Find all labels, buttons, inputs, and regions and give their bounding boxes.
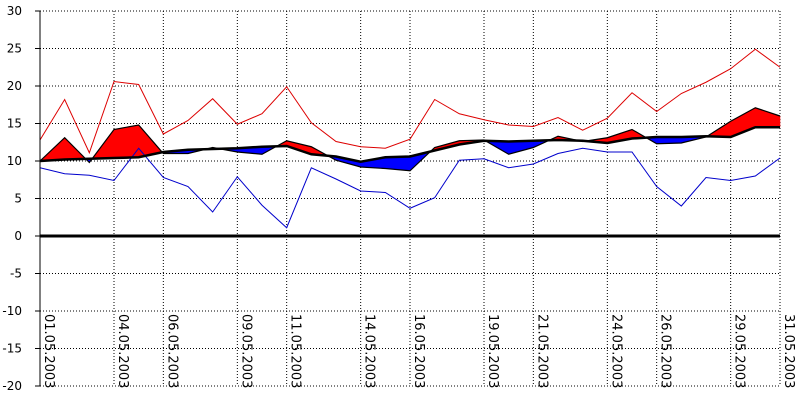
y-tick-label: -15 xyxy=(2,342,22,356)
series-line-current xyxy=(39,107,781,172)
x-tick-label: 19.05.2003 xyxy=(485,314,500,388)
y-tick-label: 15 xyxy=(7,117,22,131)
y-tick-label: -10 xyxy=(2,304,22,318)
series-line-max xyxy=(39,48,781,155)
x-tick-label: 11.05.2003 xyxy=(288,314,303,388)
x-tick-label: 26.05.2003 xyxy=(658,314,673,388)
x-tick-label: 09.05.2003 xyxy=(238,314,253,388)
x-tick-label: 14.05.2003 xyxy=(362,314,377,388)
anomaly-segment xyxy=(508,140,534,155)
series-line-mean xyxy=(39,126,780,164)
y-tick-label: -5 xyxy=(10,267,22,281)
x-tick-label: 04.05.2003 xyxy=(115,314,130,388)
x-tick-label: 24.05.2003 xyxy=(608,314,623,388)
y-tick-label: 10 xyxy=(7,154,22,168)
axes xyxy=(35,10,780,387)
x-tick-label: 06.05.2003 xyxy=(164,314,179,388)
tick-labels: 30 25 20 15 10 5 0 -5 -10 -15 -20 01.05.2003 04.05.2… xyxy=(2,4,796,393)
series-lines xyxy=(39,48,781,229)
y-tick-label: 25 xyxy=(7,42,22,56)
y-tick-label: 0 xyxy=(14,229,22,243)
x-tick-label: 29.05.2003 xyxy=(732,314,747,388)
x-tick-label: 01.05.2003 xyxy=(41,314,56,388)
y-tick-label: 20 xyxy=(7,79,22,93)
y-tick-label: 5 xyxy=(14,192,22,206)
x-tick-label: 31.05.2003 xyxy=(781,314,796,388)
x-tick-label: 16.05.2003 xyxy=(411,314,426,388)
anomaly-segment xyxy=(755,107,781,128)
series-line-min xyxy=(39,147,781,229)
y-tick-label: 30 xyxy=(7,4,22,18)
y-tick-label: -20 xyxy=(2,379,22,393)
x-tick-label: 21.05.2003 xyxy=(534,314,549,388)
